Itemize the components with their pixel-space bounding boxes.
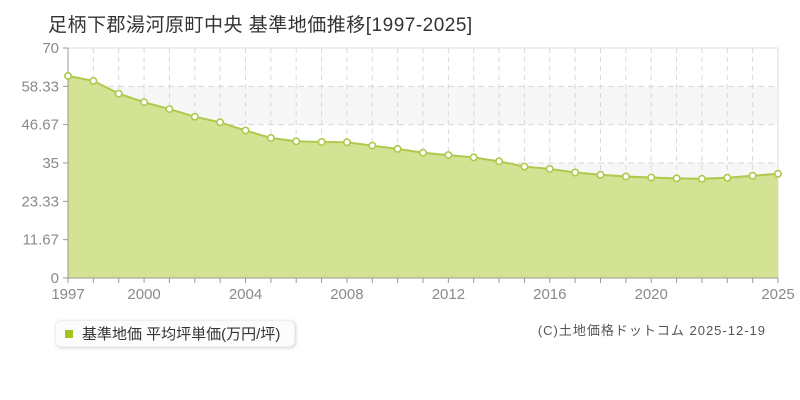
data-point-marker[interactable] xyxy=(342,138,351,147)
x-tick-label: 2025 xyxy=(761,286,794,303)
data-point-marker[interactable] xyxy=(292,137,301,146)
x-tick-label: 2012 xyxy=(432,286,465,303)
y-tick-label: 58.33 xyxy=(21,78,59,95)
chart-title: 足柄下郡湯河原町中央 基準地価推移[1997-2025] xyxy=(48,15,473,36)
price-trend-chart[interactable]: 0 11.67 23.33 35 46.67 58.33 70 1997 2000 2004 200… xyxy=(0,0,800,312)
x-tick-label: 2004 xyxy=(229,286,262,303)
data-point-marker[interactable] xyxy=(748,171,757,180)
legend-label: 基準地価 平均坪単価(万円/坪) xyxy=(82,326,281,343)
data-point-marker[interactable] xyxy=(165,105,174,114)
data-point-marker[interactable] xyxy=(672,174,681,183)
x-tick-label: 1997 xyxy=(51,286,84,303)
data-point-marker[interactable] xyxy=(495,157,504,166)
data-point-marker[interactable] xyxy=(647,173,656,182)
data-point-marker[interactable] xyxy=(266,134,275,143)
legend-marker-icon xyxy=(65,329,73,338)
legend: 基準地価 平均坪単価(万円/坪) xyxy=(55,320,296,347)
y-tick-label: 11.67 xyxy=(23,232,59,249)
data-point-marker[interactable] xyxy=(520,162,529,171)
data-point-marker[interactable] xyxy=(190,112,199,121)
data-point-marker[interactable] xyxy=(596,170,605,179)
data-point-marker[interactable] xyxy=(140,98,149,107)
y-tick-label: 23.33 xyxy=(21,193,59,210)
data-point-marker[interactable] xyxy=(621,172,630,181)
data-point-marker[interactable] xyxy=(469,153,478,162)
data-point-marker[interactable] xyxy=(723,173,732,182)
data-point-marker[interactable] xyxy=(545,164,554,173)
y-tick-label: 70 xyxy=(42,40,59,57)
data-point-marker[interactable] xyxy=(571,168,580,177)
x-tick-label: 2020 xyxy=(635,286,668,303)
data-point-marker[interactable] xyxy=(444,151,453,160)
data-point-marker[interactable] xyxy=(64,71,73,80)
data-point-marker[interactable] xyxy=(773,169,782,178)
y-tick-label: 46.67 xyxy=(21,117,59,134)
data-point-marker[interactable] xyxy=(418,148,427,157)
data-point-marker[interactable] xyxy=(368,141,377,150)
y-tick-label: 35 xyxy=(42,155,59,172)
data-point-marker[interactable] xyxy=(241,126,250,135)
data-point-marker[interactable] xyxy=(393,144,402,153)
x-tick-label: 2008 xyxy=(330,286,363,303)
x-tick-label: 2000 xyxy=(127,286,160,303)
data-point-marker[interactable] xyxy=(216,118,225,127)
data-point-marker[interactable] xyxy=(317,138,326,147)
data-point-marker[interactable] xyxy=(89,76,98,85)
data-point-marker[interactable] xyxy=(114,89,123,98)
y-tick-label: 0 xyxy=(51,270,59,287)
x-tick-label: 2016 xyxy=(533,286,566,303)
copyright-text: (C)土地価格ドットコム 2025-12-19 xyxy=(537,323,766,338)
area-fill xyxy=(68,75,778,279)
data-point-marker[interactable] xyxy=(697,174,706,183)
